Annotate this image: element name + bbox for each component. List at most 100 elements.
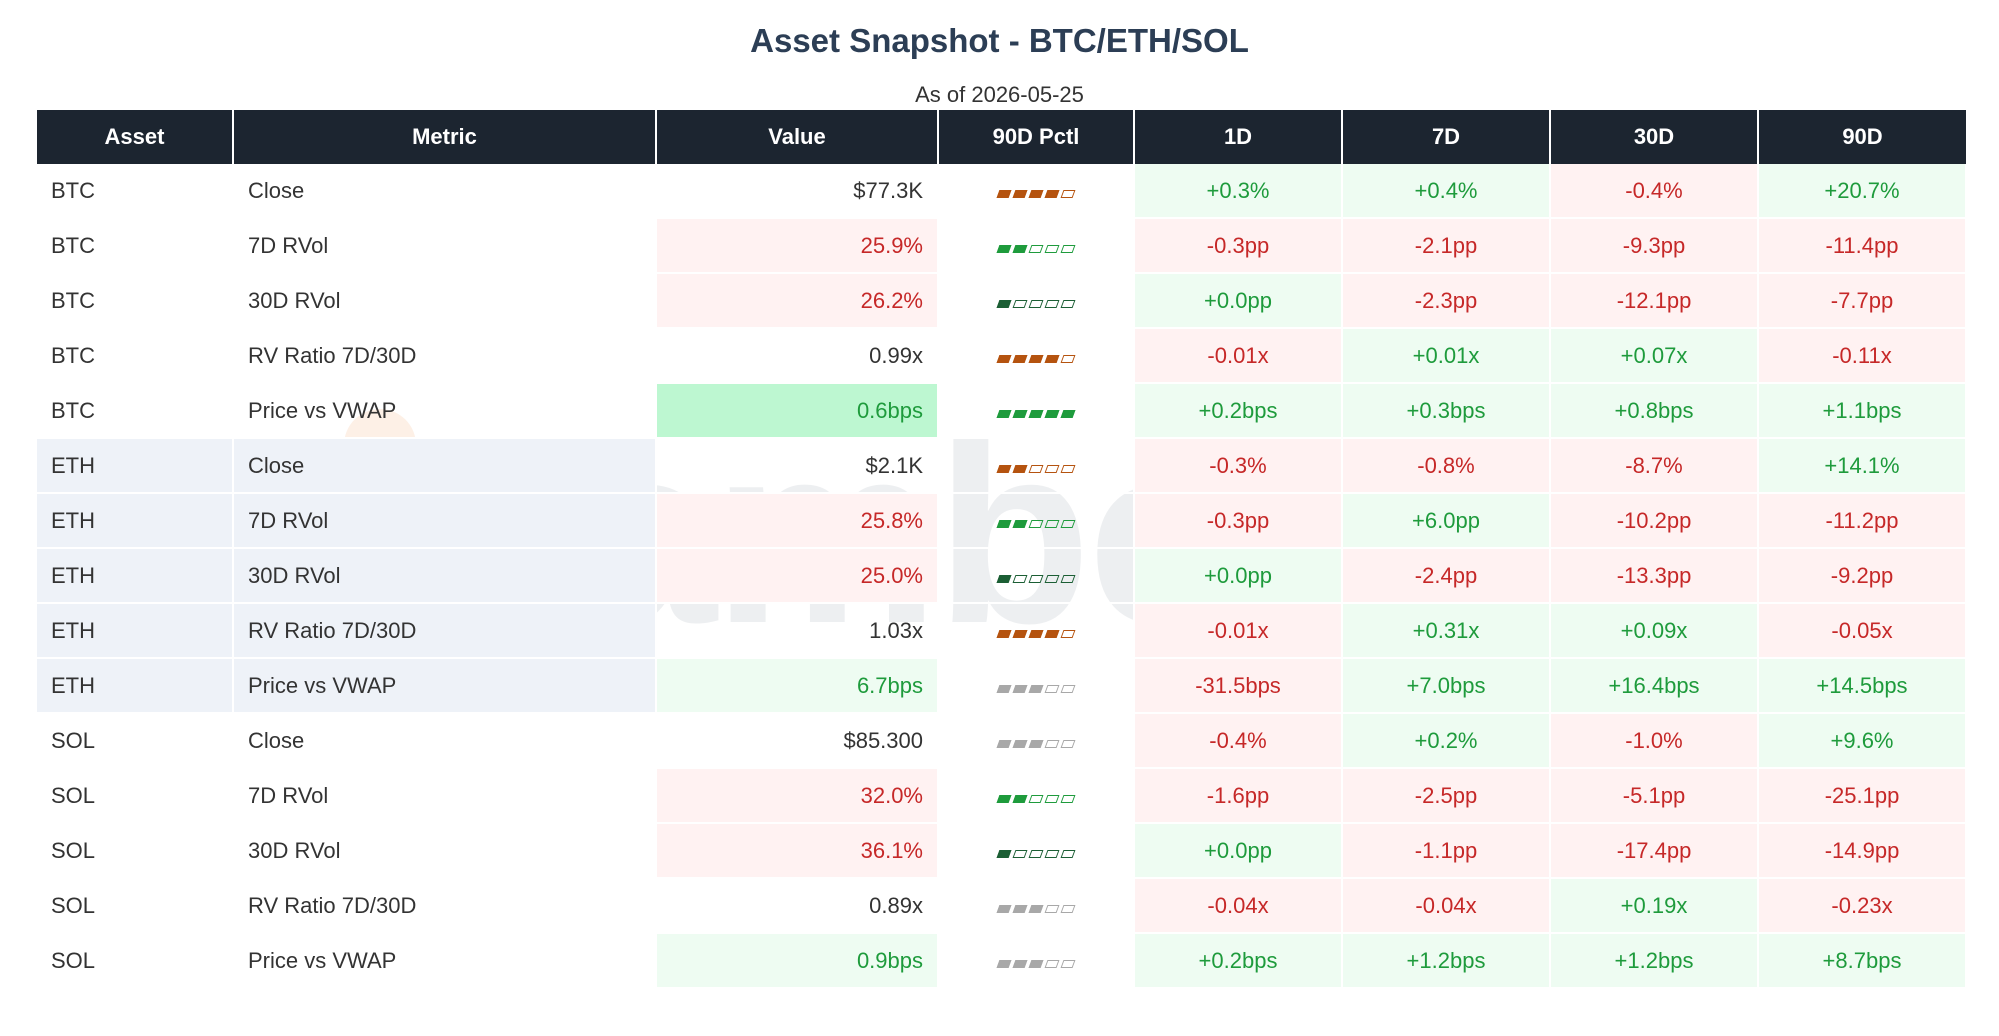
change-cell-1d: -0.3pp <box>1134 218 1343 274</box>
value-cell: 25.8% <box>656 493 939 549</box>
asset-cell: ETH <box>37 658 234 714</box>
change-cell-7d: +1.2bps <box>1342 933 1551 989</box>
percentile-segment-empty <box>1060 630 1076 639</box>
percentile-segment-empty <box>1028 520 1044 529</box>
percentile-bar <box>996 398 1076 424</box>
asset-cell: BTC <box>37 218 234 274</box>
change-cell-1d: -0.01x <box>1134 603 1343 659</box>
change-cell-1d: -0.01x <box>1134 328 1343 384</box>
change-cell-30d: +0.09x <box>1550 603 1759 659</box>
table-row: SOL Close $85.300 -0.4% +0.2% -1.0% +9.6% <box>37 713 1967 769</box>
percentile-segment-empty <box>1044 905 1060 914</box>
change-cell-7d: +0.01x <box>1342 328 1551 384</box>
table-title: Asset Snapshot - BTC/ETH/SOL <box>750 22 1249 59</box>
table-row: BTC Price vs VWAP 0.6bps +0.2bps +0.3bps +0.8… <box>37 383 1967 439</box>
percentile-segment-filled <box>996 685 1012 694</box>
change-cell-7d: -0.8% <box>1342 438 1551 494</box>
change-cell-30d: -17.4pp <box>1550 823 1759 879</box>
percentile-segment-filled <box>996 905 1012 914</box>
change-cell-30d: -8.7% <box>1550 438 1759 494</box>
change-cell-90d: +14.1% <box>1758 438 1967 494</box>
change-cell-7d: -2.4pp <box>1342 548 1551 604</box>
percentile-segment-empty <box>1060 685 1076 694</box>
percentile-bar <box>996 178 1076 204</box>
change-cell-30d: +0.8bps <box>1550 383 1759 439</box>
percentile-bar <box>996 838 1076 864</box>
asset-cell: BTC <box>37 383 234 439</box>
change-cell-7d: +6.0pp <box>1342 493 1551 549</box>
asset-cell: ETH <box>37 438 234 494</box>
percentile-segment-empty <box>1060 740 1076 749</box>
change-cell-7d: -2.5pp <box>1342 768 1551 824</box>
metric-cell: 30D RVol <box>233 823 657 879</box>
metric-cell: RV Ratio 7D/30D <box>233 878 657 934</box>
percentile-segment-filled <box>1012 630 1028 639</box>
change-cell-30d: -5.1pp <box>1550 768 1759 824</box>
change-cell-1d: +0.0pp <box>1134 548 1343 604</box>
asset-cell: ETH <box>37 548 234 604</box>
percentile-segment-filled <box>1028 740 1044 749</box>
metric-cell: Price vs VWAP <box>233 383 657 439</box>
metric-cell: Price vs VWAP <box>233 658 657 714</box>
change-cell-1d: +0.0pp <box>1134 823 1343 879</box>
change-cell-90d: +14.5bps <box>1758 658 1967 714</box>
asset-cell: BTC <box>37 164 234 219</box>
change-cell-30d: +0.19x <box>1550 878 1759 934</box>
percentile-bar <box>996 673 1076 699</box>
percentile-segment-empty <box>1060 850 1076 859</box>
asset-cell: SOL <box>37 878 234 934</box>
asset-cell: SOL <box>37 933 234 989</box>
change-cell-30d: -12.1pp <box>1550 273 1759 329</box>
table-row: BTC 7D RVol 25.9% -0.3pp -2.1pp -9.3pp -11.4pp <box>37 218 1967 274</box>
metric-cell: Close <box>233 438 657 494</box>
percentile-segment-empty <box>1012 300 1028 309</box>
change-cell-7d: -0.04x <box>1342 878 1551 934</box>
table-row: BTC RV Ratio 7D/30D 0.99x -0.01x +0.01x +0.07… <box>37 328 1967 384</box>
percentile-segment-filled <box>1028 685 1044 694</box>
change-cell-1d: -0.3% <box>1134 438 1343 494</box>
percentile-segment-filled <box>1012 355 1028 364</box>
percentile-cell <box>938 603 1135 659</box>
value-cell: 0.99x <box>656 328 939 384</box>
percentile-segment-empty <box>1028 300 1044 309</box>
change-cell-7d: +0.3bps <box>1342 383 1551 439</box>
value-cell: 1.03x <box>656 603 939 659</box>
percentile-segment-filled <box>996 795 1012 804</box>
percentile-segment-filled <box>1012 245 1028 254</box>
col-header-1d: 1D <box>1134 110 1343 164</box>
asset-cell: ETH <box>37 493 234 549</box>
metric-cell: Price vs VWAP <box>233 933 657 989</box>
percentile-bar <box>996 893 1076 919</box>
percentile-cell <box>938 383 1135 439</box>
metric-cell: RV Ratio 7D/30D <box>233 328 657 384</box>
change-cell-1d: -1.6pp <box>1134 768 1343 824</box>
percentile-segment-filled <box>1028 190 1044 199</box>
change-cell-30d: -9.3pp <box>1550 218 1759 274</box>
percentile-segment-empty <box>1044 520 1060 529</box>
percentile-segment-filled <box>1044 630 1060 639</box>
percentile-segment-filled <box>996 410 1012 419</box>
percentile-segment-filled <box>1028 630 1044 639</box>
value-cell: 26.2% <box>656 273 939 329</box>
percentile-cell <box>938 878 1135 934</box>
col-header-7d: 7D <box>1342 110 1551 164</box>
percentile-bar <box>996 618 1076 644</box>
percentile-bar <box>996 508 1076 534</box>
value-cell: $2.1K <box>656 438 939 494</box>
asset-cell: ETH <box>37 603 234 659</box>
table-row: ETH 7D RVol 25.8% -0.3pp +6.0pp -10.2pp -11.2p… <box>37 493 1967 549</box>
percentile-cell <box>938 438 1135 494</box>
percentile-bar <box>996 453 1076 479</box>
percentile-segment-empty <box>1060 905 1076 914</box>
percentile-bar <box>996 563 1076 589</box>
percentile-cell <box>938 493 1135 549</box>
change-cell-7d: -2.1pp <box>1342 218 1551 274</box>
change-cell-90d: -11.2pp <box>1758 493 1967 549</box>
snapshot-table: Asset Metric Value 90D Pctl 1D 7D 30D 90… <box>37 110 1967 989</box>
percentile-segment-empty <box>1028 245 1044 254</box>
percentile-bar <box>996 783 1076 809</box>
value-cell: $85.300 <box>656 713 939 769</box>
value-cell: 6.7bps <box>656 658 939 714</box>
change-cell-30d: -13.3pp <box>1550 548 1759 604</box>
percentile-segment-empty <box>1060 245 1076 254</box>
